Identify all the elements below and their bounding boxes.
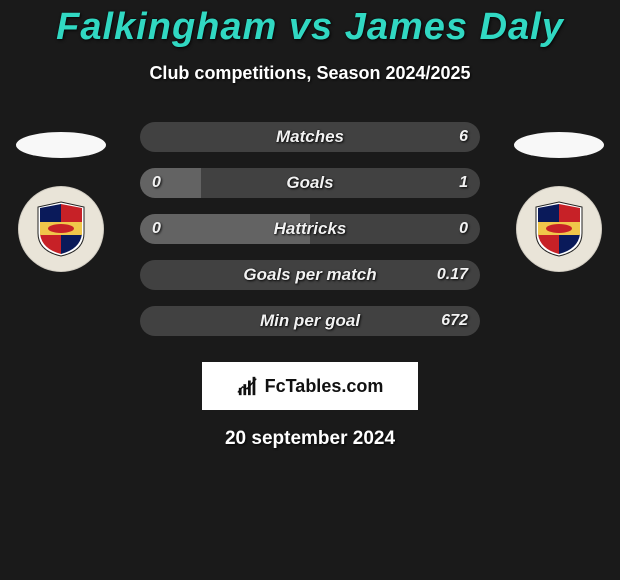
bar-chart-icon: [237, 375, 259, 397]
stat-value-right: 0.17: [437, 266, 468, 284]
stat-row: Hattricks 0 0: [140, 214, 480, 244]
stat-row: Goals 0 1: [140, 168, 480, 198]
stat-label: Min per goal: [260, 311, 360, 331]
stat-value-right: 1: [459, 174, 468, 192]
subtitle: Club competitions, Season 2024/2025: [0, 63, 620, 84]
brand-badge[interactable]: FcTables.com: [202, 362, 418, 410]
shield-icon: [534, 201, 584, 257]
stat-bars: Matches 6 Goals 0 1 Hattricks 0 0 Goals per matc…: [140, 122, 480, 352]
player-right-silhouette: [514, 132, 604, 158]
stat-row: Min per goal 672: [140, 306, 480, 336]
comparison-card: Falkingham vs James Daly Club competitio…: [0, 0, 620, 580]
stat-value-left: 0: [152, 220, 161, 238]
stat-label: Matches: [276, 127, 344, 147]
stat-row: Matches 6: [140, 122, 480, 152]
stat-bar-left-segment: [140, 168, 201, 198]
stat-value-left: 0: [152, 174, 161, 192]
player-left-silhouette: [16, 132, 106, 158]
comparison-stage: Matches 6 Goals 0 1 Hattricks 0 0 Goals per matc…: [0, 122, 620, 352]
stat-value-right: 672: [441, 312, 468, 330]
shield-icon: [36, 201, 86, 257]
stat-label: Goals per match: [243, 265, 376, 285]
club-crest-left: [18, 186, 104, 272]
brand-text: FcTables.com: [265, 376, 384, 397]
stat-row: Goals per match 0.17: [140, 260, 480, 290]
club-crest-right: [516, 186, 602, 272]
date-text: 20 september 2024: [0, 428, 620, 450]
vs-text: vs: [289, 6, 333, 48]
stat-label: Goals: [286, 173, 333, 193]
player-left-name: Falkingham: [56, 6, 277, 48]
stat-bar-right-segment: [201, 168, 480, 198]
stat-value-right: 6: [459, 128, 468, 146]
player-right-name: James Daly: [345, 6, 564, 48]
page-title: Falkingham vs James Daly: [0, 6, 620, 49]
stat-value-right: 0: [459, 220, 468, 238]
stat-label: Hattricks: [274, 219, 347, 239]
